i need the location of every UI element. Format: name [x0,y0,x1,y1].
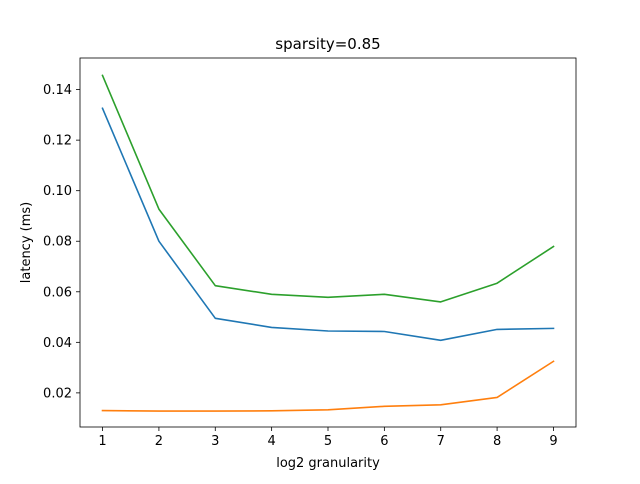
y-axis: 0.02 0.04 0.06 0.08 0.10 0.12 0.14 [43,83,80,401]
y-tick-label: 0.10 [43,184,72,199]
y-tick-label: 0.06 [43,285,72,300]
x-tick-label: 4 [267,434,275,449]
x-tick-label: 6 [380,434,388,449]
y-axis-label: latency (ms) [19,202,34,283]
y-tick-label: 0.14 [43,83,72,98]
chart-title: sparsity=0.85 [275,35,380,53]
y-tick-label: 0.02 [43,386,72,401]
y-tick-label: 0.04 [43,336,72,351]
x-axis: 1 2 3 4 5 6 7 8 9 [98,427,558,449]
x-tick-label: 5 [324,434,332,449]
series-line-3 [101,74,555,303]
y-tick-label: 0.08 [43,235,72,250]
series-line-2 [101,360,555,412]
x-tick-label: 3 [211,434,219,449]
x-tick-label: 7 [437,434,445,449]
x-tick-label: 8 [493,434,501,449]
series-layer [101,74,555,412]
x-tick-label: 2 [155,434,163,449]
x-axis-label: log2 granularity [276,456,380,471]
x-tick-label: 9 [549,434,557,449]
y-tick-label: 0.12 [43,134,72,149]
series-line-1 [101,107,555,342]
x-tick-label: 1 [98,434,106,449]
